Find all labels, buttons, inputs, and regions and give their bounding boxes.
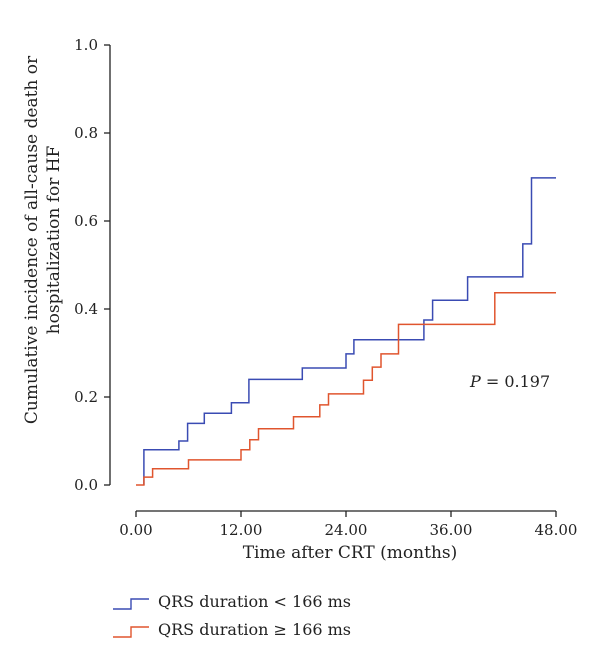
x-axis-title: Time after CRT (months): [243, 543, 458, 563]
y-tick-label: 0.2: [74, 388, 98, 406]
series-layer: [136, 177, 556, 486]
axes: 0.0 0.2 0.4 0.6 0.8 1.0 0.00 12.00 24.00 36.00 48.…: [74, 36, 577, 539]
legend-item-qrs-short: QRS duration < 166 ms: [113, 592, 351, 611]
legend-label-qrs-long: QRS duration ≥ 166 ms: [158, 620, 351, 639]
x-tick-label: 0.00: [119, 521, 152, 539]
y-tick-label: 0.6: [74, 212, 98, 230]
legend: QRS duration < 166 ms QRS duration ≥ 166…: [113, 592, 351, 639]
x-tick-label: 12.00: [220, 521, 263, 539]
p-value-symbol: P: [469, 372, 481, 391]
series-line-qrs-short: [143, 177, 556, 485]
y-tick-label: 0.4: [74, 300, 98, 318]
legend-label-qrs-short: QRS duration < 166 ms: [158, 592, 351, 611]
legend-item-qrs-long: QRS duration ≥ 166 ms: [113, 620, 351, 639]
p-value-text: = 0.197: [481, 372, 550, 391]
y-tick-label: 0.8: [74, 124, 98, 142]
x-tick-label: 48.00: [535, 521, 578, 539]
legend-swatch-qrs-short: [113, 598, 149, 610]
y-tick-label: 1.0: [74, 36, 98, 54]
p-value-annotation: P = 0.197: [469, 372, 550, 391]
y-axis-title-line-2: hospitalization for HF: [44, 145, 64, 334]
legend-swatch-qrs-long: [113, 626, 149, 638]
x-tick-label: 36.00: [430, 521, 473, 539]
series-line-qrs-long: [136, 291, 556, 486]
y-axis-title-line-1: Cumulative incidence of all-cause death …: [22, 55, 42, 424]
x-tick-label: 24.00: [325, 521, 368, 539]
y-tick-label: 0.0: [74, 476, 98, 494]
